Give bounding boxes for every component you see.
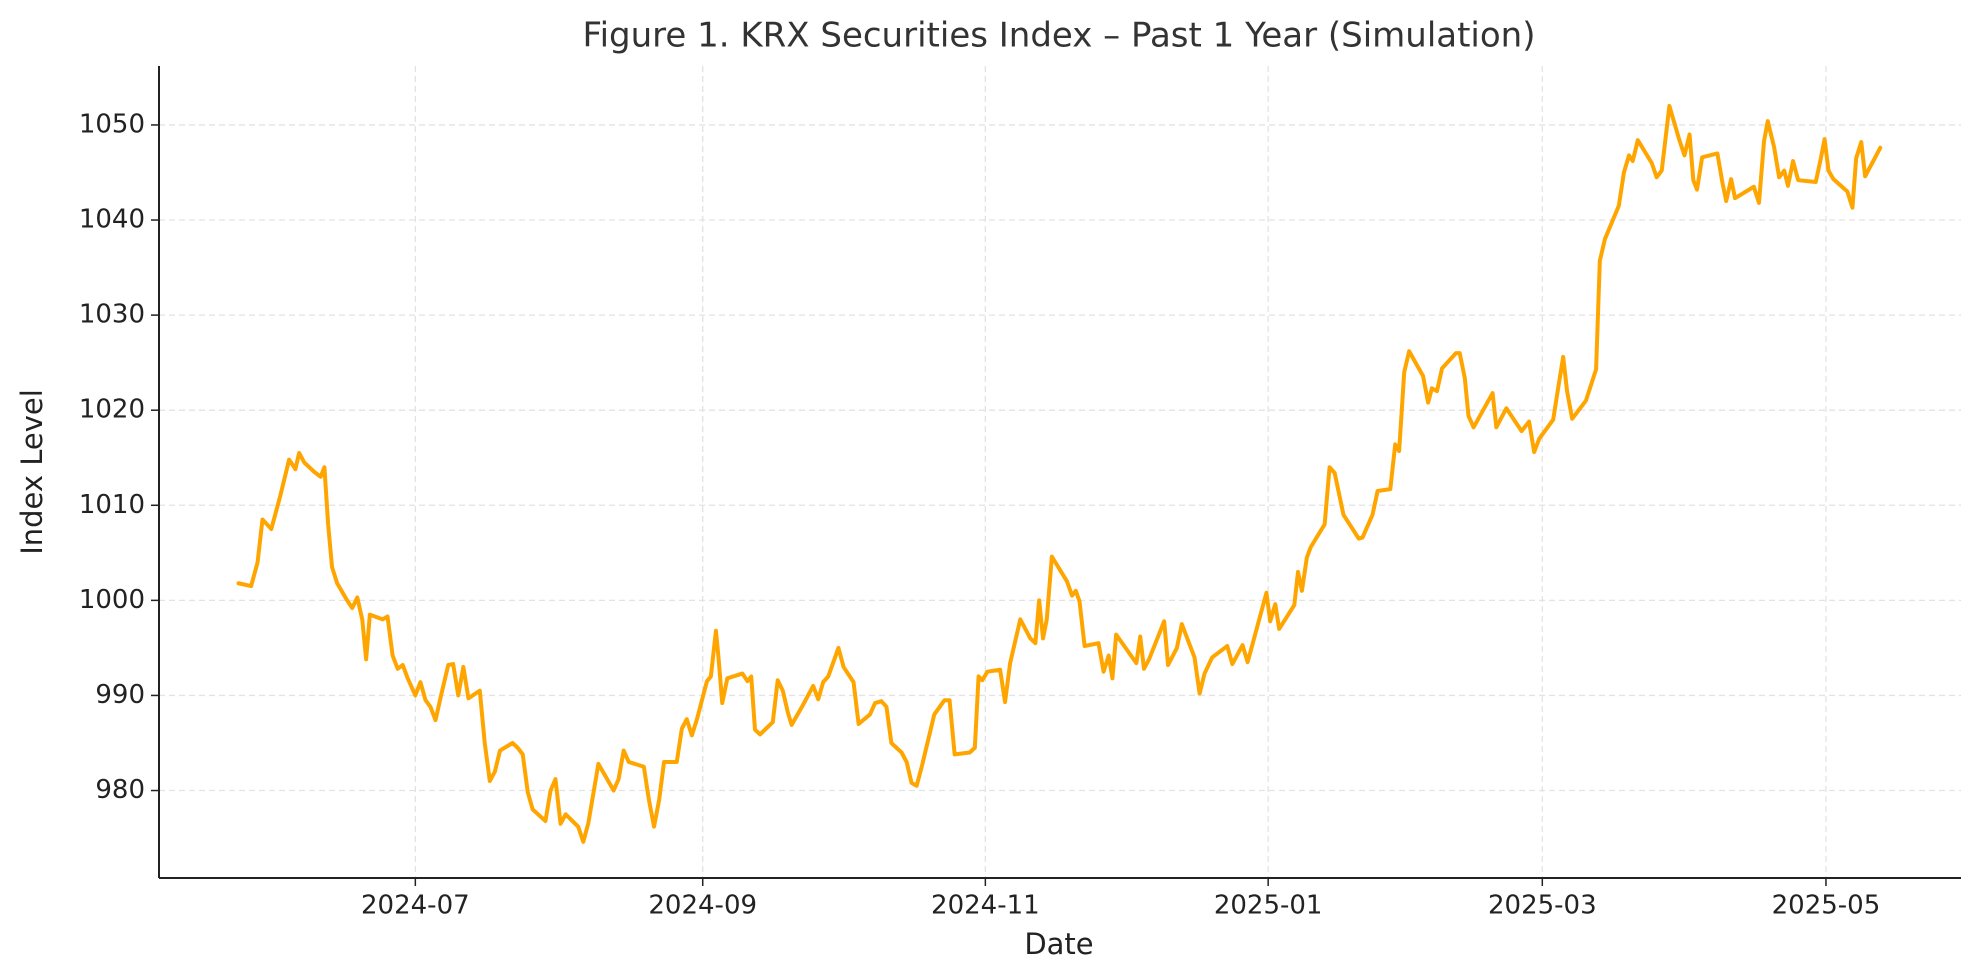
y-tick-label: 1010 <box>79 490 145 520</box>
y-tick-label: 1020 <box>79 395 145 425</box>
y-tick-label: 990 <box>95 680 145 710</box>
y-tick-label: 1050 <box>79 109 145 139</box>
x-tick-label: 2025-03 <box>1488 891 1597 921</box>
x-tick-label: 2024-07 <box>361 891 470 921</box>
x-axis-label: Date <box>1024 927 1093 961</box>
x-tick-label: 2025-05 <box>1772 891 1881 921</box>
x-tick-label: 2024-09 <box>648 891 757 921</box>
x-tick-label: 2024-11 <box>931 891 1040 921</box>
y-axis-label: Index Level <box>15 389 49 555</box>
data-line <box>236 103 1883 844</box>
y-tick-label: 1000 <box>79 585 145 615</box>
y-tick-label: 1040 <box>79 205 145 235</box>
y-tick-label: 980 <box>95 775 145 805</box>
y-tick-label: 1030 <box>79 300 145 330</box>
x-tick-label: 2025-01 <box>1214 891 1323 921</box>
chart-title: Figure 1. KRX Securities Index – Past 1 … <box>582 16 1535 56</box>
